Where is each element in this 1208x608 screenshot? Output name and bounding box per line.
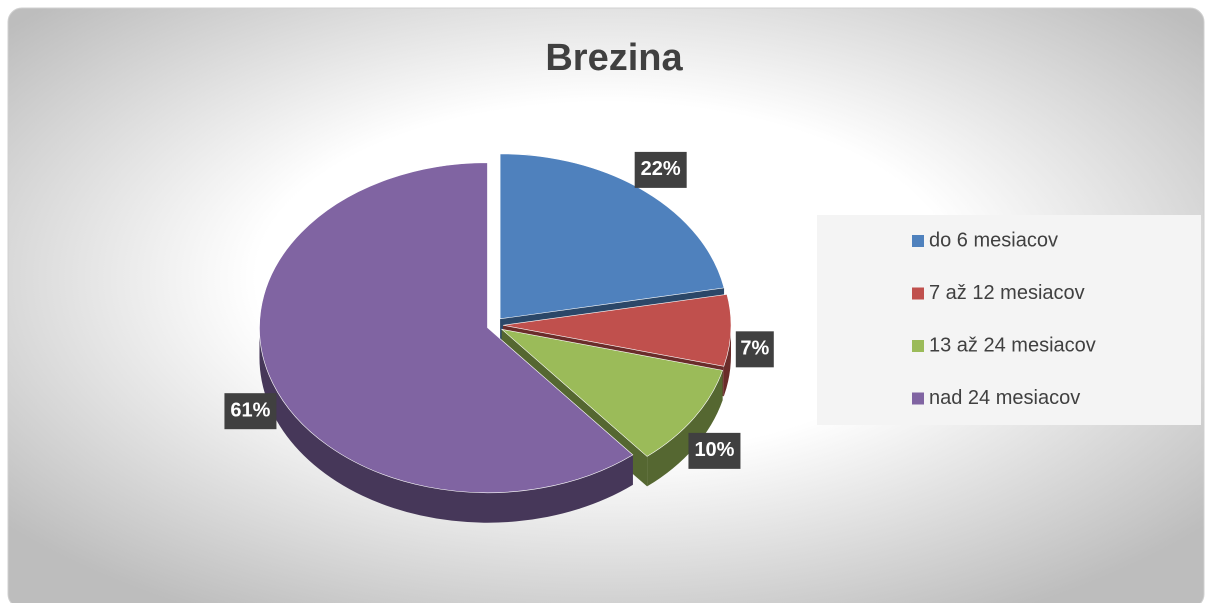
legend-label: do 6 mesiacov	[929, 229, 1058, 251]
legend-label: 7 až 12 mesiacov	[929, 282, 1085, 304]
legend-box	[817, 215, 1201, 425]
legend-label: 13 až 24 mesiacov	[929, 334, 1096, 356]
legend-swatch	[912, 340, 924, 352]
legend-swatch	[912, 392, 924, 405]
slice	[500, 328, 723, 457]
slice	[259, 162, 634, 493]
value-label-box	[688, 432, 741, 469]
slice-edge	[723, 325, 731, 397]
slice-edge	[647, 370, 723, 487]
chart-title: Brezina	[545, 37, 683, 79]
legend-swatch	[912, 287, 924, 300]
slice-edge	[259, 327, 633, 523]
value-label: 7%	[740, 338, 769, 360]
value-label: 22%	[641, 158, 681, 180]
legend-label: nad 24 mesiacov	[929, 387, 1080, 409]
legend-swatch	[912, 235, 924, 247]
slice	[499, 153, 725, 320]
value-label: 61%	[230, 399, 270, 421]
value-label: 10%	[694, 439, 734, 461]
value-label-box	[634, 151, 687, 188]
slice	[502, 293, 732, 367]
value-label-box	[224, 393, 277, 430]
value-label-box	[735, 331, 774, 368]
